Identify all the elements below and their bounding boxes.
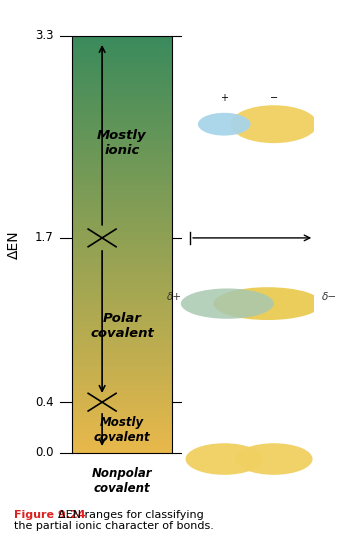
Ellipse shape (181, 288, 274, 319)
Text: δ+: δ+ (167, 292, 182, 302)
Ellipse shape (213, 287, 322, 320)
Text: 1.7: 1.7 (35, 231, 54, 244)
Text: 3.3: 3.3 (35, 29, 54, 42)
Text: Mostly
covalent: Mostly covalent (94, 416, 150, 444)
Text: −: − (270, 93, 278, 103)
Ellipse shape (198, 113, 251, 136)
Ellipse shape (185, 443, 263, 475)
Text: Figure 9.24: Figure 9.24 (14, 510, 85, 520)
Text: the partial ionic character of bonds.: the partial ionic character of bonds. (14, 521, 214, 531)
Text: Nonpolar
covalent: Nonpolar covalent (92, 466, 152, 494)
Text: 0.4: 0.4 (35, 396, 54, 409)
Text: Mostly
ionic: Mostly ionic (97, 129, 147, 157)
Text: +: + (220, 93, 228, 103)
Text: δ−: δ− (322, 292, 337, 302)
Text: Polar
covalent: Polar covalent (90, 313, 154, 340)
Ellipse shape (235, 443, 313, 475)
Text: ΔEN: ΔEN (6, 230, 20, 259)
Bar (72, 36, 172, 453)
Text: 0.0: 0.0 (35, 446, 54, 459)
Ellipse shape (231, 105, 317, 143)
Text: ΔEN ranges for classifying: ΔEN ranges for classifying (58, 510, 204, 520)
